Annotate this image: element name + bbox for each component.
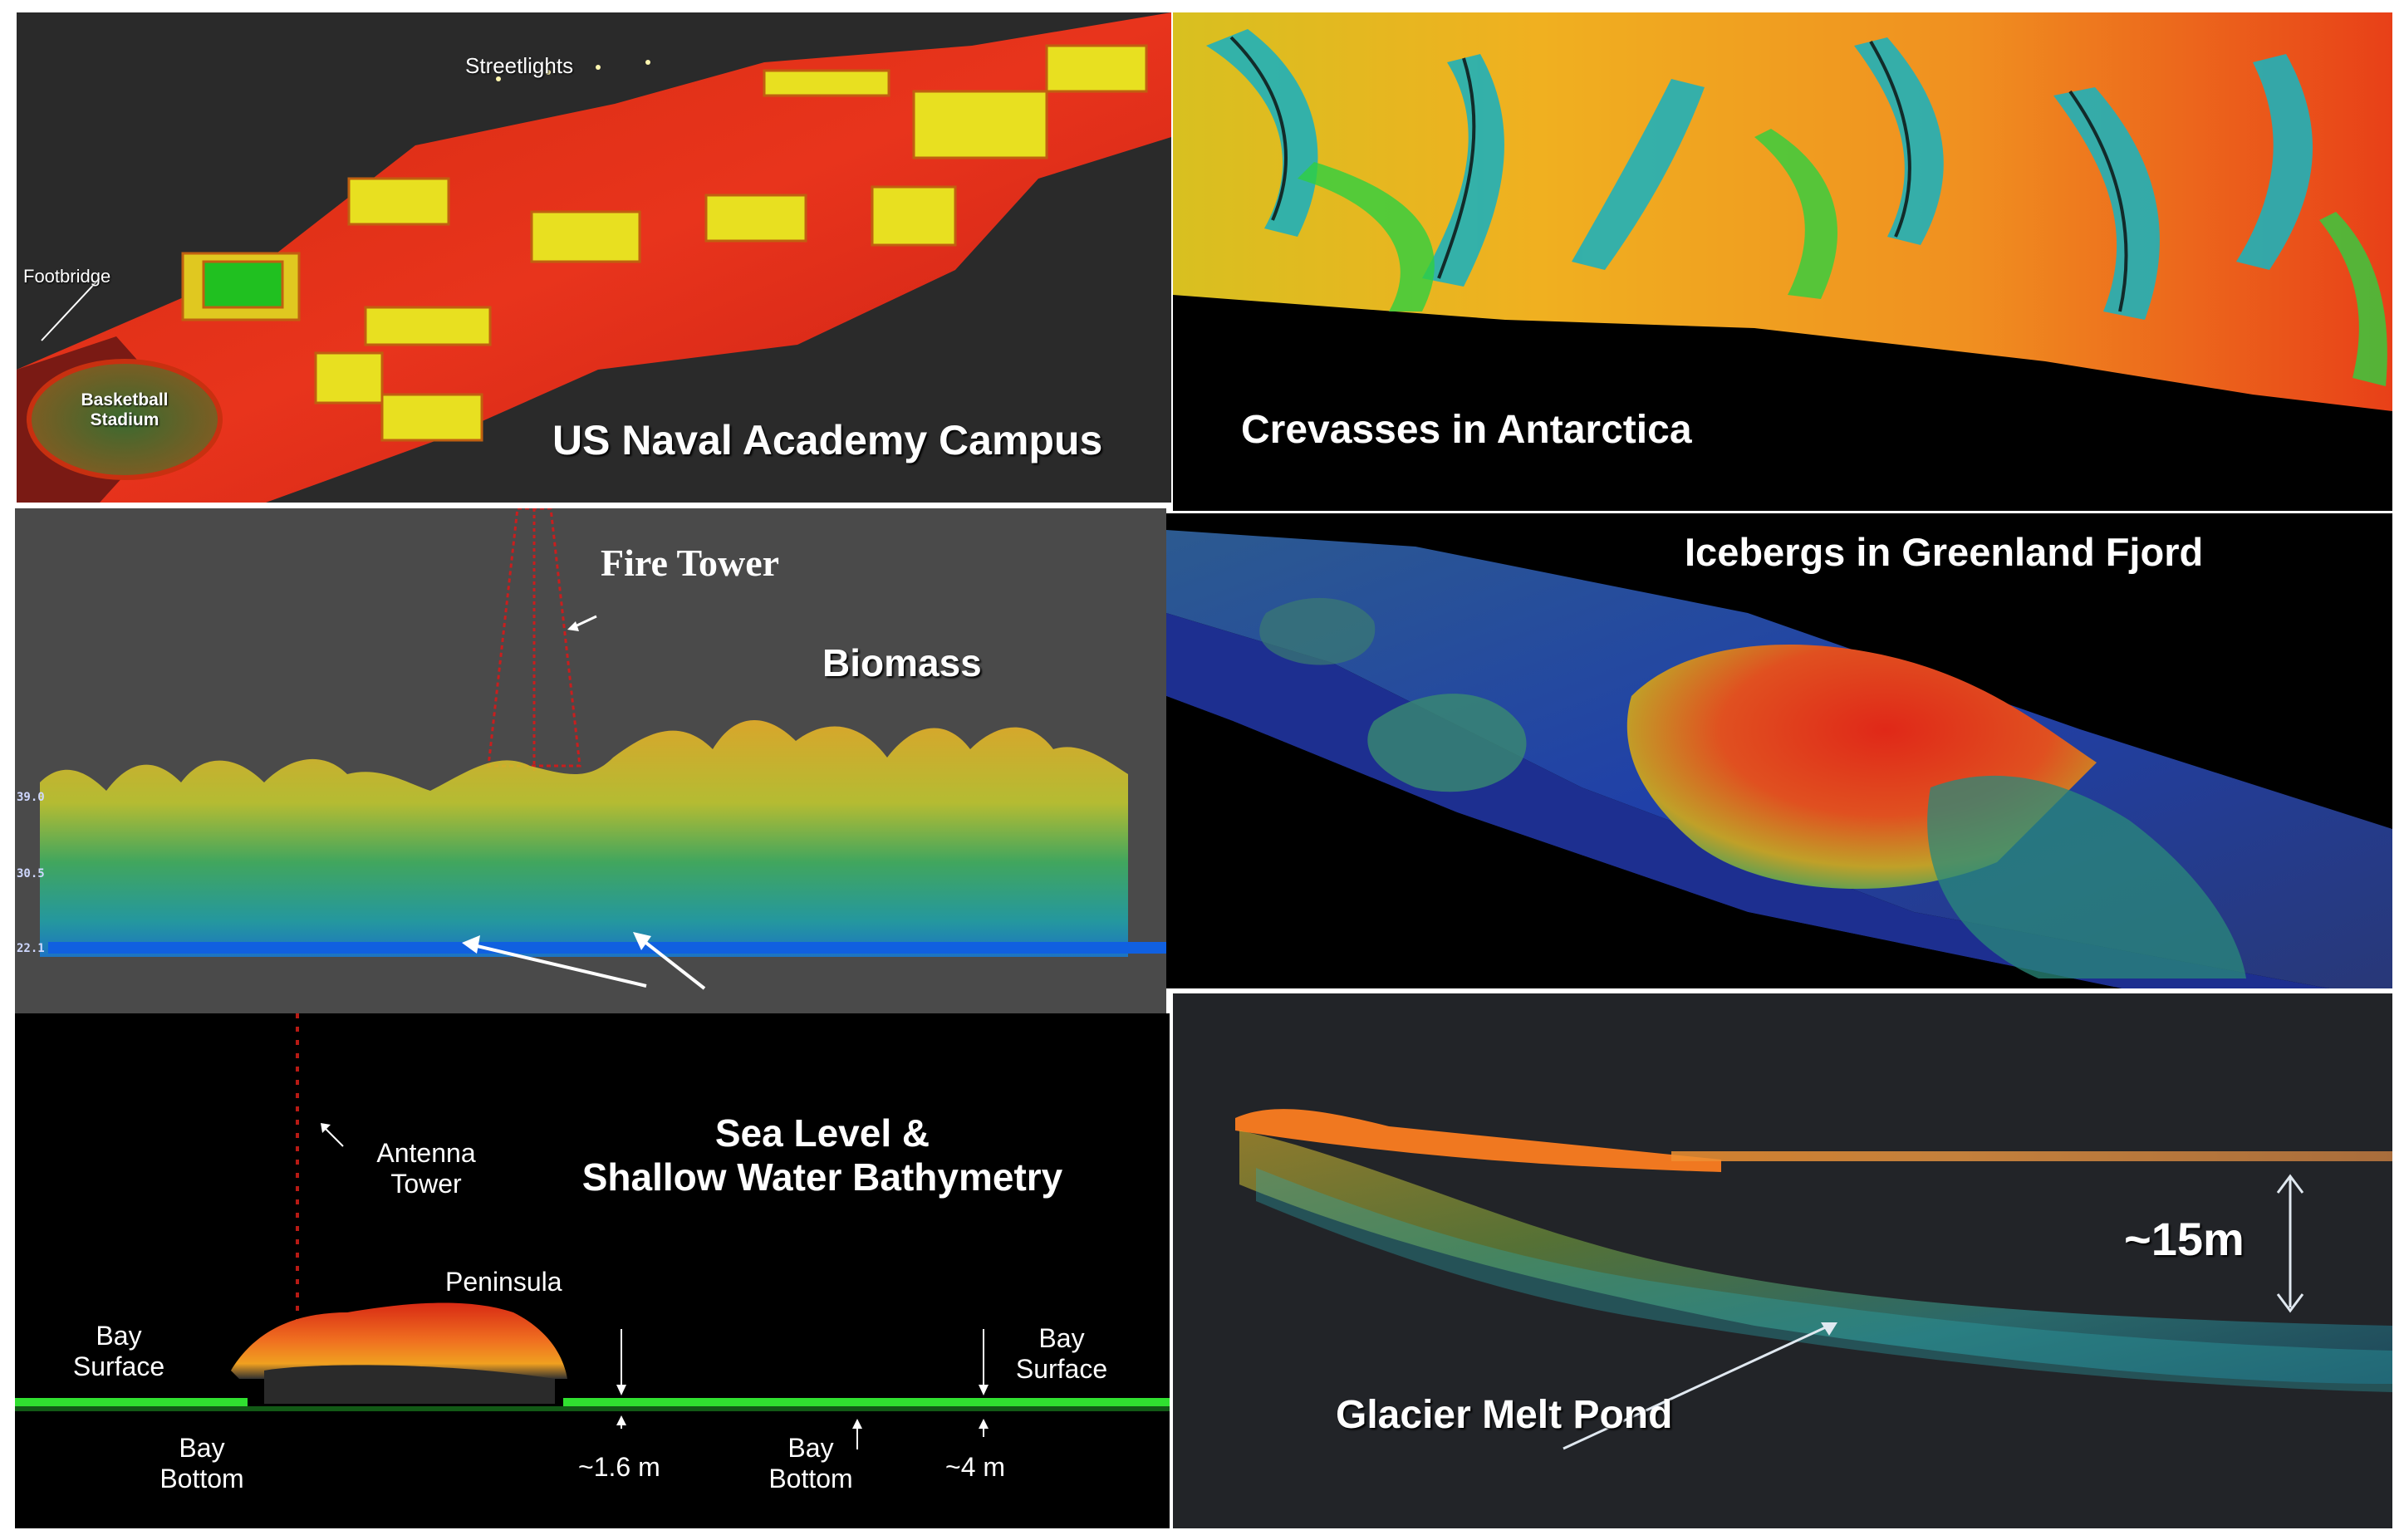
bathymetry-title-line1: Sea Level &: [714, 1111, 930, 1155]
panel-icebergs: Icebergs in Greenland Fjord: [1166, 513, 2392, 988]
stadium-label: Basketball Stadium: [75, 390, 174, 430]
axis-tick-top: 39.0: [17, 791, 45, 804]
melt-pond-arrow-icon: [1563, 1324, 1830, 1450]
naval-title: US Naval Academy Campus: [552, 417, 1103, 463]
depth-1-label: ~1.6 m: [578, 1452, 660, 1482]
antenna-tower-label: Antenna Tower: [356, 1138, 497, 1199]
fire-tower-label: Fire Tower: [601, 542, 780, 584]
biomass-lidar-image: [40, 508, 1166, 990]
axis-tick-bottom: 22.1: [17, 942, 45, 955]
icebergs-title: Icebergs in Greenland Fjord: [1685, 530, 2204, 574]
depth-2-label: ~4 m: [945, 1452, 1006, 1482]
bay-bottom-mid-line1: Bay: [787, 1433, 834, 1463]
bay-surface-left-label: Bay Surface: [61, 1321, 177, 1382]
crevasses-title: Crevasses in Antarctica: [1241, 408, 1692, 452]
bay-surface-left-line2: Surface: [72, 1351, 165, 1381]
bay-surface-line-left: [15, 1398, 248, 1406]
footbridge-label: Footbridge: [23, 266, 111, 287]
icebergs-lidar-image: [1166, 530, 2392, 988]
panel-melt-pond: ~15m Glacier Melt Pond: [1173, 993, 2392, 1528]
melt-pond-label: Glacier Melt Pond: [1336, 1393, 1673, 1437]
bay-bottom-left-label: Bay Bottom: [144, 1433, 260, 1494]
ground-line: [48, 942, 1166, 954]
chain-link-arrow-right-icon: [638, 936, 706, 990]
panel-bathymetry: Antenna Tower Sea Level & Shallow Water …: [15, 1013, 1170, 1528]
bathymetry-title: Sea Level & Shallow Water Bathymetry: [573, 1111, 1072, 1199]
bay-bottom-mid-label: Bay Bottom: [753, 1433, 869, 1494]
streetlights-label: Streetlights: [465, 53, 574, 78]
melt-pond-lidar-image: [1235, 1109, 2392, 1450]
stadium-label-line2: Stadium: [90, 410, 159, 430]
panel-biomass: 39.0 30.5 22.1 Fire Tower Biomass: [15, 508, 1166, 1015]
naval-lidar-image: [17, 12, 1171, 503]
bathymetry-title-line2: Shallow Water Bathymetry: [581, 1155, 1063, 1199]
bay-surface-line-right: [563, 1398, 1170, 1406]
bathymetry-lidar-image: [15, 1013, 1170, 1449]
chain-link-arrow-left-icon: [469, 943, 647, 988]
panel-naval-academy: Streetlights Footbridge Basketball Stadi…: [17, 12, 1171, 503]
footbridge-pointer: [41, 277, 101, 341]
crevasses-lidar-image: [1173, 12, 2392, 411]
fire-tower-shape: [487, 508, 581, 774]
melt-pond-depth-label: ~15m: [2124, 1213, 2245, 1265]
peninsula-label: Peninsula: [445, 1267, 562, 1297]
bay-surface-right-line1: Bay: [1038, 1323, 1085, 1353]
panel-crevasses: Crevasses in Antarctica: [1173, 12, 2392, 511]
bay-surface-right-label: Bay Surface: [1003, 1323, 1120, 1385]
antenna-label-line2: Tower: [390, 1168, 462, 1199]
axis-tick-mid: 30.5: [17, 867, 45, 880]
biomass-title: Biomass: [822, 641, 982, 684]
bay-surface-left-line1: Bay: [96, 1321, 142, 1351]
stadium-label-line1: Basketball: [81, 390, 169, 410]
bay-bottom-left-line1: Bay: [179, 1433, 225, 1463]
antenna-label-line1: Antenna: [376, 1138, 476, 1168]
bay-surface-right-line2: Surface: [1015, 1353, 1108, 1384]
bay-bottom-left-line2: Bottom: [159, 1463, 244, 1493]
bay-bottom-mid-line2: Bottom: [768, 1463, 853, 1493]
